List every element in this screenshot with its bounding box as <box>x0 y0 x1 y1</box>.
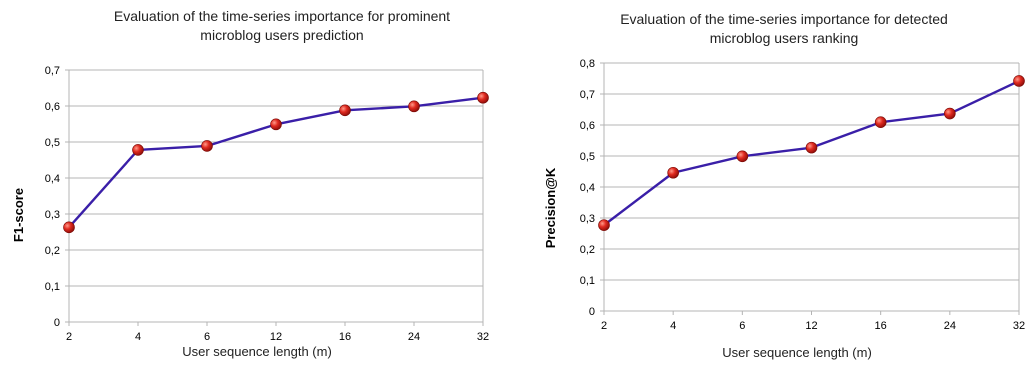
y-tick-label: 0,3 <box>45 209 60 221</box>
y-axis-label: Precision@K <box>543 167 558 248</box>
y-tick-label: 0 <box>54 317 60 329</box>
data-point <box>1013 75 1025 87</box>
data-point <box>339 104 351 117</box>
y-tick-label: 0,5 <box>580 151 595 163</box>
y-tick-label: 0,6 <box>580 120 595 132</box>
precision-at-k-chart: Evaluation of the time-series importance… <box>543 11 1025 360</box>
x-axis-label: User sequence length (m) <box>182 344 332 359</box>
data-point <box>736 150 749 163</box>
data-point <box>201 140 213 152</box>
x-tick-label: 32 <box>1013 320 1025 332</box>
x-tick-label: 4 <box>670 320 676 332</box>
y-tick-label: 0,6 <box>45 101 60 113</box>
data-point <box>805 141 818 154</box>
x-tick-label: 6 <box>739 320 745 332</box>
chart-title-line: microblog users ranking <box>710 30 859 46</box>
y-tick-label: 0,1 <box>45 281 60 293</box>
y-tick-label: 0,2 <box>580 244 595 256</box>
chart-title-line: Evaluation of the time-series importance… <box>114 8 450 24</box>
x-tick-label: 2 <box>601 320 607 332</box>
y-tick-label: 0,8 <box>580 58 595 70</box>
data-point <box>408 100 420 113</box>
y-tick-label: 0,7 <box>45 65 60 77</box>
f1-score-chart: Evaluation of the time-series importance… <box>11 8 489 359</box>
y-tick-label: 0,2 <box>45 245 60 257</box>
data-point <box>63 221 75 234</box>
y-tick-label: 0,4 <box>45 173 60 185</box>
y-tick-label: 0 <box>589 306 595 318</box>
y-tick-label: 0,4 <box>580 182 595 194</box>
chart-title-line: Evaluation of the time-series importance… <box>620 11 948 27</box>
x-tick-label: 12 <box>270 331 282 343</box>
data-point <box>132 144 144 156</box>
y-tick-label: 0,5 <box>45 137 60 149</box>
x-tick-label: 2 <box>66 331 72 343</box>
x-tick-label: 6 <box>204 331 210 343</box>
x-axis-label: User sequence length (m) <box>722 345 872 360</box>
data-point <box>667 166 679 179</box>
x-tick-label: 24 <box>408 331 420 343</box>
y-tick-label: 0,3 <box>580 213 595 225</box>
data-point <box>598 219 610 231</box>
data-point <box>270 118 282 131</box>
y-tick-label: 0,1 <box>580 275 595 287</box>
x-tick-label: 32 <box>477 331 489 343</box>
x-tick-label: 4 <box>135 331 141 343</box>
y-axis-label: F1-score <box>11 188 26 242</box>
y-tick-label: 0,7 <box>580 89 595 101</box>
chart-title-line: microblog users prediction <box>200 27 363 43</box>
data-point <box>944 107 956 120</box>
x-tick-label: 24 <box>944 320 956 332</box>
series-line <box>68 96 484 229</box>
x-tick-label: 16 <box>339 331 351 343</box>
data-point <box>477 91 489 104</box>
data-point <box>874 116 887 129</box>
x-tick-label: 12 <box>805 320 817 332</box>
x-tick-label: 16 <box>875 320 887 332</box>
